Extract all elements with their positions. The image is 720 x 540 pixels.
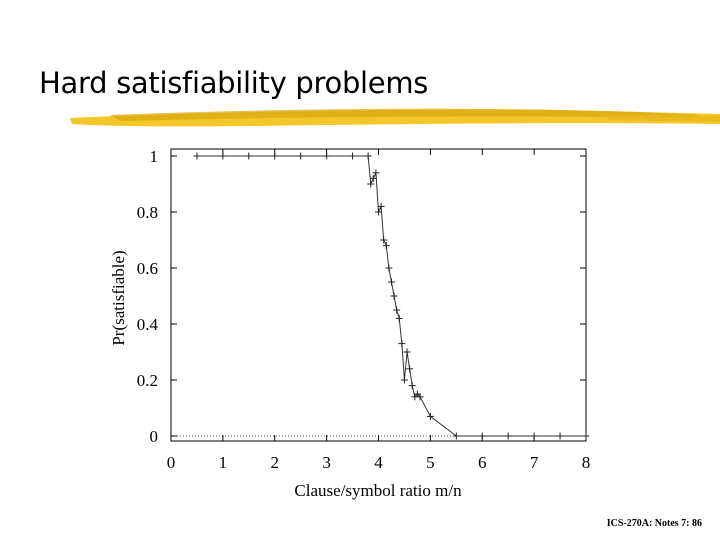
data-point (416, 393, 424, 401)
x-tick-label: 5 (426, 453, 435, 472)
data-point (369, 174, 377, 182)
data-point (426, 412, 434, 420)
data-point (398, 340, 406, 348)
y-tick-label: 0.4 (137, 315, 159, 334)
data-point (408, 382, 416, 390)
data-point (367, 180, 375, 188)
brush-stroke-highlight (110, 108, 700, 121)
data-point (452, 432, 460, 440)
x-tick-label: 4 (374, 453, 383, 472)
y-tick-label: 0.6 (137, 259, 158, 278)
slide-footer: ICS-270A: Notes 7: 86 (606, 518, 702, 529)
y-axis-label: Pr(satisfiable) (109, 250, 128, 345)
x-tick-label: 6 (478, 453, 487, 472)
data-point (400, 376, 408, 384)
x-tick-label: 7 (530, 453, 539, 472)
data-point (375, 208, 382, 216)
data-point (364, 152, 372, 160)
x-tick-label: 8 (582, 453, 591, 472)
data-point (385, 264, 393, 272)
data-point (556, 432, 564, 440)
y-tick-label: 1 (150, 147, 159, 166)
data-point (323, 152, 331, 160)
data-point (390, 292, 398, 300)
series-line-group (193, 152, 590, 440)
plot-frame (170, 148, 587, 442)
x-tick-label: 2 (271, 453, 280, 472)
x-tick-label: 3 (322, 453, 331, 472)
data-point (193, 152, 201, 160)
data-point (478, 432, 486, 440)
data-point (387, 278, 395, 286)
data-point (219, 152, 227, 160)
y-tick-label: 0 (150, 427, 159, 446)
data-point (297, 152, 305, 160)
data-point (406, 365, 414, 373)
data-point (271, 152, 279, 160)
x-axis-ticks: 0 1 2 3 4 5 6 7 8 (167, 149, 591, 472)
y-tick-label: 0.2 (137, 371, 158, 390)
slide-title: Hard satisfiability problems (39, 66, 429, 100)
brush-stroke-tail (600, 114, 720, 122)
data-point (382, 242, 390, 250)
data-point (395, 314, 403, 322)
data-point (403, 348, 411, 356)
x-tick-label: 1 (219, 453, 228, 472)
title-underline-brush (70, 108, 720, 127)
x-tick-label: 0 (167, 453, 176, 472)
data-point (504, 432, 512, 440)
data-point (582, 432, 590, 440)
x-axis-label: Clause/symbol ratio m/n (294, 481, 462, 500)
data-point (349, 152, 357, 160)
y-axis-ticks: 0 0.2 0.4 0.6 0.8 1 (137, 147, 586, 446)
data-point (530, 432, 538, 440)
data-point (380, 236, 388, 244)
data-point (393, 306, 401, 314)
data-point (377, 202, 385, 210)
data-point (245, 152, 253, 160)
data-point (372, 169, 380, 177)
y-tick-label: 0.8 (137, 203, 158, 222)
